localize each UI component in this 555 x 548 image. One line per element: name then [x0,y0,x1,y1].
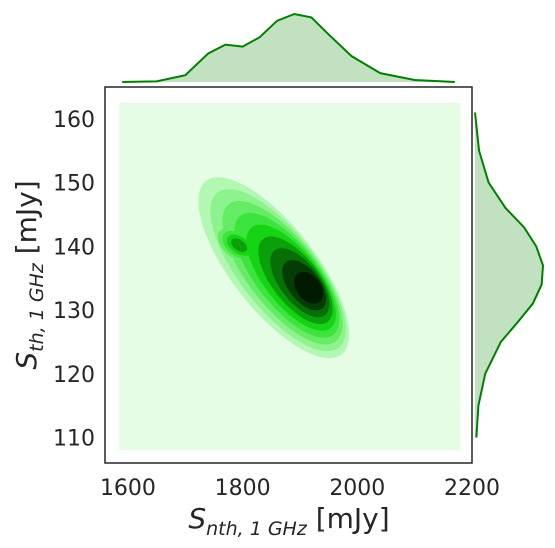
x-axis-label: Snth, 1 GHz [mJy] [188,502,389,540]
kde-contours [198,177,350,359]
y-tick-label: 150 [53,172,95,197]
y-axis-label: Sth, 1 GHz [mJy] [10,180,48,369]
kde-contour-level [294,271,324,304]
y-tick-label: 110 [53,427,95,452]
x-tick-label: 2200 [444,476,500,501]
marginal-y-line [474,112,545,438]
marginal-x-density [122,12,455,83]
y-tick-label: 120 [53,363,95,388]
marginal-y-density [474,112,545,438]
x-axis-ticks: 1600 1800 2000 2200 [100,476,500,501]
joint-plot-area [104,86,473,464]
kde-secondary-lobe [231,238,248,252]
y-tick-label: 140 [53,235,95,260]
marginal-x-line [122,12,455,83]
y-axis-ticks: 110 120 130 140 150 160 [53,108,95,452]
x-tick-label: 1800 [215,476,271,501]
y-tick-label: 160 [53,108,95,133]
marginal-x-fill [122,14,455,82]
x-tick-label: 2000 [329,476,385,501]
y-tick-label: 130 [53,299,95,324]
marginal-y-fill [475,112,543,438]
x-tick-label: 1600 [100,476,156,501]
plot-frame [104,86,473,464]
